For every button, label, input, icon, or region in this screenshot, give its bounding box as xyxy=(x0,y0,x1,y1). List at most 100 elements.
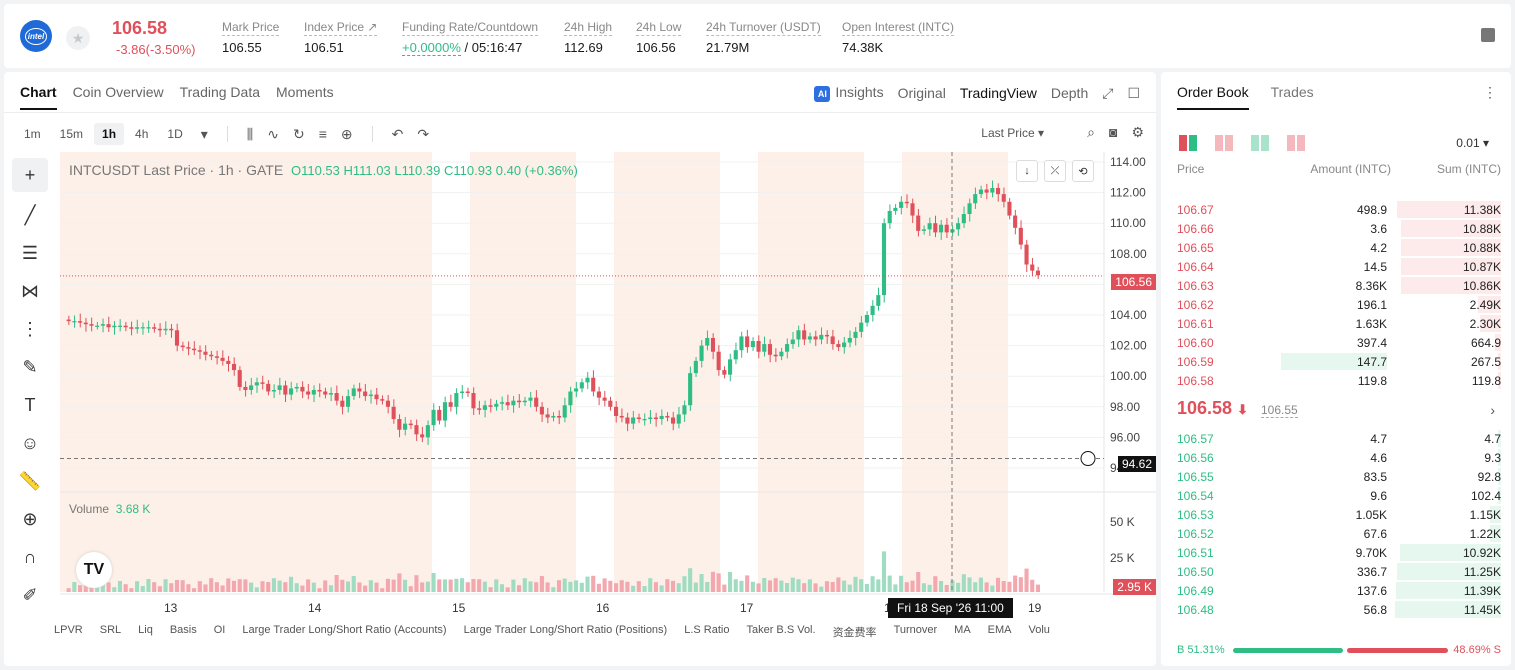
stat-funding-rate[interactable]: Funding Rate/Countdown +0.0000% / 05:16:4… xyxy=(402,20,539,56)
indicator-item[interactable]: Liq xyxy=(138,624,153,636)
swap-icon[interactable]: ⟲ xyxy=(1072,160,1094,182)
candle-body xyxy=(117,325,123,327)
stat-mark-price[interactable]: Mark Price 106.55 xyxy=(222,20,280,55)
fib-icon[interactable]: ⋮ xyxy=(21,318,39,339)
indicator-item[interactable]: Large Trader Long/Short Ratio (Positions… xyxy=(463,624,668,636)
indicator-item[interactable]: MA xyxy=(954,624,971,636)
redo-icon[interactable]: ↷ xyxy=(417,125,430,142)
candle-body xyxy=(345,396,351,407)
indicator-item[interactable]: L.S Ratio xyxy=(684,624,730,636)
more-icon[interactable]: ⋮ xyxy=(1483,84,1497,100)
gear-icon[interactable]: ⚙ xyxy=(1131,124,1144,140)
ask-row[interactable]: 106.59 147.7 267.5 xyxy=(1161,352,1511,371)
collapse-icon[interactable]: ⤫ xyxy=(1044,160,1066,182)
candle-body xyxy=(733,350,738,360)
tab-coin-overview[interactable]: Coin Overview xyxy=(72,84,164,100)
ask-row[interactable]: 106.67 498.9 11.38K xyxy=(1161,200,1511,219)
refresh-icon[interactable]: ↻ xyxy=(292,125,305,142)
price-source-select[interactable]: Last Price ▾ xyxy=(981,126,1044,140)
star-icon[interactable]: ★ xyxy=(66,26,90,50)
indicator-item[interactable]: Volu xyxy=(1028,624,1050,636)
bid-row[interactable]: 106.56 4.6 9.3 xyxy=(1161,448,1511,467)
precision-select[interactable]: 0.01 ▾ xyxy=(1456,136,1489,150)
volume-bar xyxy=(619,580,624,592)
text-icon[interactable]: T xyxy=(24,394,36,415)
tab-insights[interactable]: AI Insights xyxy=(814,84,884,102)
view-both-icon[interactable] xyxy=(1179,135,1197,151)
list-icon[interactable]: ≡ xyxy=(318,126,327,142)
horizontal-lines-icon[interactable]: ☰ xyxy=(21,242,39,263)
crosshair-icon[interactable]: + xyxy=(12,158,48,192)
interval-15m[interactable]: 15m xyxy=(59,127,84,141)
stat-index-price[interactable]: Index Price ↗ 106.51 xyxy=(304,20,378,55)
view-bids-icon[interactable] xyxy=(1251,135,1269,151)
tab-moments[interactable]: Moments xyxy=(276,84,334,100)
pencil-icon[interactable]: ✐ xyxy=(22,584,38,605)
tab-trades[interactable]: Trades xyxy=(1270,84,1314,100)
add-icon[interactable]: ⊕ xyxy=(340,125,353,142)
bid-row[interactable]: 106.48 56.8 11.45K xyxy=(1161,600,1511,619)
volume-bar xyxy=(978,577,983,592)
indicator-item[interactable]: Turnover xyxy=(893,624,938,636)
zoom-icon[interactable]: ⊕ xyxy=(22,508,38,529)
emoji-icon[interactable]: ☺ xyxy=(20,432,40,453)
tab-tradingview[interactable]: TradingView xyxy=(959,85,1037,101)
indicator-item[interactable]: LPVR xyxy=(54,624,83,636)
bid-row[interactable]: 106.55 83.5 92.8 xyxy=(1161,467,1511,486)
indicator-item[interactable]: 资金费率 xyxy=(832,627,877,639)
candle-body xyxy=(380,399,385,401)
indicator-item[interactable]: OI xyxy=(213,624,226,636)
brush-icon[interactable]: ✎ xyxy=(22,356,38,377)
tab-order-book[interactable]: Order Book xyxy=(1177,84,1249,110)
bid-row[interactable]: 106.57 4.7 4.7 xyxy=(1161,429,1511,448)
ruler-icon[interactable]: 📏 xyxy=(18,470,42,491)
ask-row[interactable]: 106.64 14.5 10.87K xyxy=(1161,257,1511,276)
magnet-icon[interactable]: ∩ xyxy=(23,546,37,567)
bid-row[interactable]: 106.52 67.6 1.22K xyxy=(1161,524,1511,543)
pattern-icon[interactable]: ⋈ xyxy=(21,280,39,301)
chevron-down-icon[interactable]: ▾ xyxy=(200,125,208,142)
trend-line-icon[interactable]: ╱ xyxy=(24,204,36,225)
ask-row[interactable]: 106.61 1.63K 2.30K xyxy=(1161,314,1511,333)
bid-row[interactable]: 106.49 137.6 11.39K xyxy=(1161,581,1511,600)
volume-bar xyxy=(1001,581,1006,592)
interval-4h[interactable]: 4h xyxy=(135,127,149,141)
expand-icon[interactable]: ⤢ xyxy=(1102,84,1114,101)
indicator-item[interactable]: Large Trader Long/Short Ratio (Accounts) xyxy=(242,624,447,636)
tab-original[interactable]: Original xyxy=(897,85,946,101)
view-asks-icon[interactable] xyxy=(1287,135,1305,151)
bid-row[interactable]: 106.51 9.70K 10.92K xyxy=(1161,543,1511,562)
ask-row[interactable]: 106.62 196.1 2.49K xyxy=(1161,295,1511,314)
tab-depth[interactable]: Depth xyxy=(1050,85,1089,101)
interval-1d[interactable]: 1D xyxy=(167,127,183,141)
ask-row[interactable]: 106.65 4.2 10.88K xyxy=(1161,238,1511,257)
indicator-item[interactable]: Taker B.S Vol. xyxy=(746,624,816,636)
tab-trading-data[interactable]: Trading Data xyxy=(179,84,261,100)
book-icon[interactable] xyxy=(1481,28,1495,42)
search-icon[interactable]: ⌕ xyxy=(1087,124,1095,140)
interval-1h[interactable]: 1h xyxy=(94,123,125,145)
interval-1m[interactable]: 1m xyxy=(24,127,41,141)
undo-icon[interactable]: ↶ xyxy=(391,125,404,142)
indicator-item[interactable]: Basis xyxy=(169,624,197,636)
indicator-item[interactable]: EMA xyxy=(987,624,1012,636)
arrow-down-icon[interactable]: ↓ xyxy=(1016,160,1038,182)
indicators-icon[interactable]: ∿ xyxy=(267,125,279,142)
ask-row[interactable]: 106.66 3.6 10.88K xyxy=(1161,219,1511,238)
candle-body xyxy=(505,402,510,406)
ask-row[interactable]: 106.58 119.8 119.8 xyxy=(1161,371,1511,390)
view-split-icon[interactable] xyxy=(1215,135,1233,151)
bid-row[interactable]: 106.53 1.05K 1.15K xyxy=(1161,505,1511,524)
ask-row[interactable]: 106.63 8.36K 10.86K xyxy=(1161,276,1511,295)
camera-icon[interactable]: ◙ xyxy=(1108,124,1118,140)
volume-bar xyxy=(984,582,989,592)
window-icon[interactable]: ☐ xyxy=(1127,84,1140,101)
tab-chart[interactable]: Chart xyxy=(20,84,57,110)
indicator-item[interactable]: SRL xyxy=(99,624,122,636)
bid-row[interactable]: 106.54 9.6 102.4 xyxy=(1161,486,1511,505)
bid-row[interactable]: 106.50 336.7 11.25K xyxy=(1161,562,1511,581)
chevron-right-icon[interactable]: › xyxy=(1490,402,1495,418)
ask-row[interactable]: 106.60 397.4 664.9 xyxy=(1161,333,1511,352)
candles-icon[interactable]: ⫼ xyxy=(246,125,254,142)
candlestick-chart[interactable]: 114.00112.00110.00108.00106.00104.00102.… xyxy=(60,152,1156,662)
